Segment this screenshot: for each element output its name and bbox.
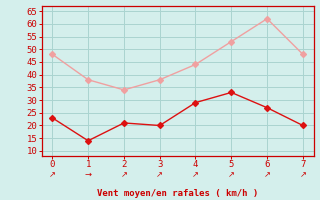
Text: ↗: ↗ <box>300 170 306 179</box>
Text: ↗: ↗ <box>228 170 235 179</box>
Text: ↗: ↗ <box>120 170 127 179</box>
Text: ↗: ↗ <box>156 170 163 179</box>
Text: →: → <box>84 170 92 179</box>
Text: ↗: ↗ <box>264 170 271 179</box>
X-axis label: Vent moyen/en rafales ( km/h ): Vent moyen/en rafales ( km/h ) <box>97 189 258 198</box>
Text: ↗: ↗ <box>49 170 56 179</box>
Text: ↗: ↗ <box>192 170 199 179</box>
